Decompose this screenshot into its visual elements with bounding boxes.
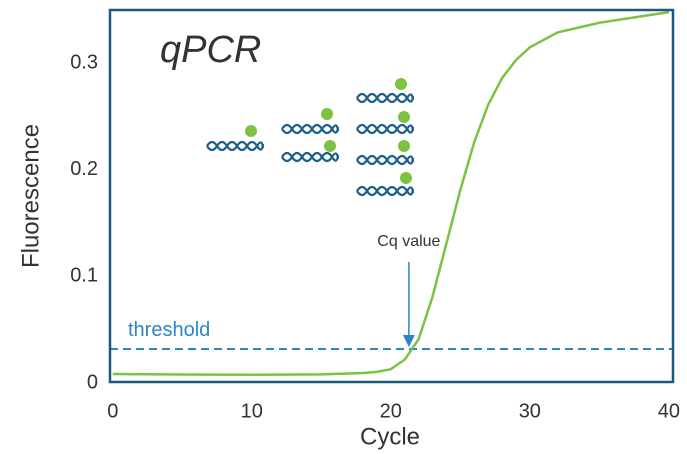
dna-icons [205, 78, 415, 197]
cq-arrow-head [402, 334, 415, 347]
x-tick-label: 0 [107, 400, 118, 422]
y-axis-label: Fluorescence [17, 124, 44, 268]
y-tick-label: 0.3 [70, 52, 98, 74]
y-tick-label: 0 [87, 371, 98, 393]
x-tick-label: 40 [658, 400, 680, 422]
amplification-curve [112, 10, 670, 377]
y-tick-label: 0.1 [70, 265, 98, 287]
x-axis-label: Cycle [360, 423, 420, 450]
chart-title: qPCR [160, 29, 261, 71]
x-tick-label: 30 [519, 400, 541, 422]
cq-label: Cq value [377, 233, 440, 250]
y-tick-label: 0.2 [70, 158, 98, 180]
x-tick-label: 10 [241, 400, 263, 422]
plot-frame [108, 8, 675, 384]
threshold-label: threshold [128, 319, 210, 341]
x-tick-label: 20 [380, 400, 402, 422]
